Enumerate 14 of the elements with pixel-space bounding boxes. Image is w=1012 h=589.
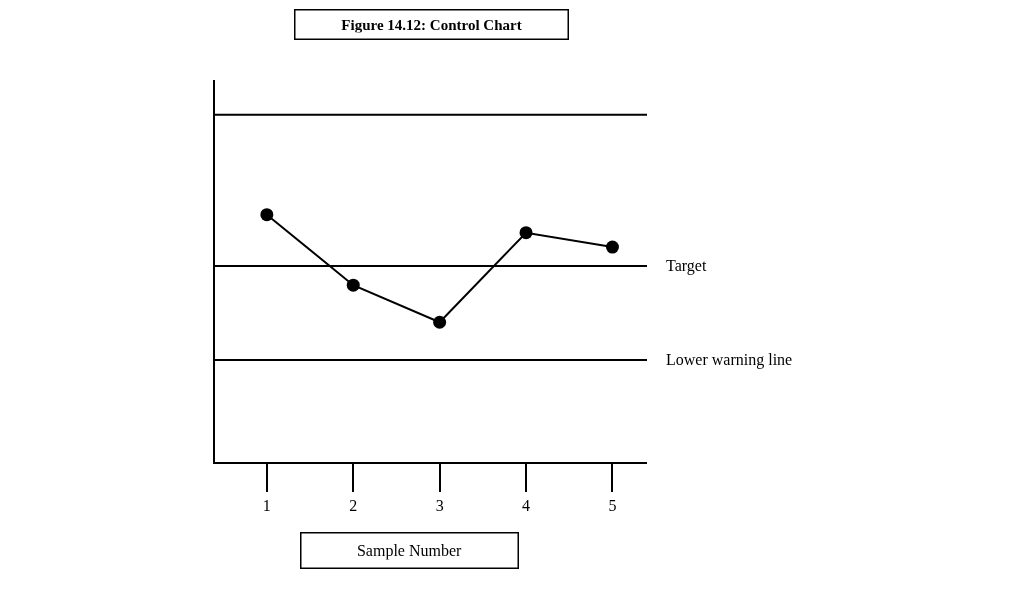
ref-line-label: Lower warning line bbox=[666, 351, 793, 369]
ref-line-label: Target bbox=[666, 257, 707, 275]
point bbox=[433, 315, 447, 329]
x-tick-label: 1 bbox=[262, 497, 271, 515]
point bbox=[260, 208, 274, 222]
x-tick-label: 3 bbox=[435, 497, 444, 515]
x-tick-label: 2 bbox=[349, 497, 358, 515]
x-tick-label: 4 bbox=[522, 497, 531, 515]
point bbox=[519, 226, 533, 240]
point bbox=[605, 240, 619, 254]
point bbox=[346, 278, 360, 292]
x-axis-title: Sample Number bbox=[356, 541, 463, 560]
x-tick-label: 5 bbox=[608, 497, 617, 515]
chart-title: Figure 14.12: Control Chart bbox=[341, 16, 522, 33]
